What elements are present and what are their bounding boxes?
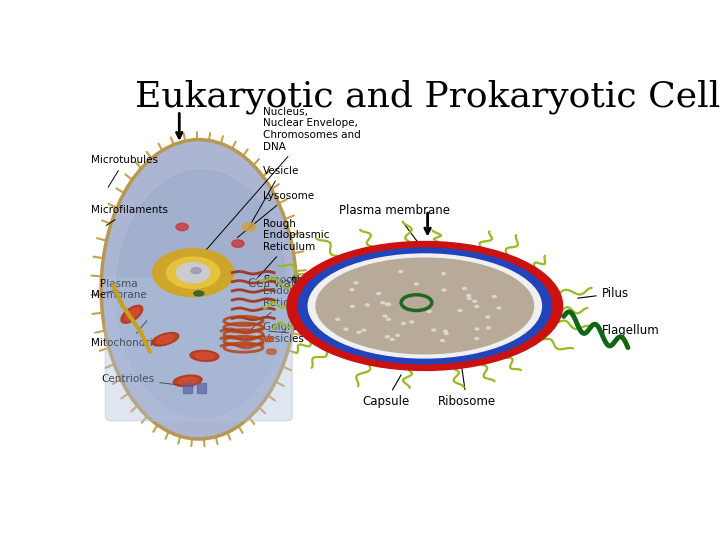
- Text: Nucleus,
Nuclear Envelope,
Chromosomes and
DNA: Nucleus, Nuclear Envelope, Chromosomes a…: [206, 107, 361, 250]
- Ellipse shape: [191, 268, 201, 274]
- Ellipse shape: [176, 223, 188, 231]
- Text: Eukaryotic and Prokaryotic Cells: Eukaryotic and Prokaryotic Cells: [135, 79, 720, 114]
- Ellipse shape: [399, 271, 402, 273]
- Text: Cell wall: Cell wall: [248, 276, 305, 300]
- Ellipse shape: [152, 333, 179, 346]
- Ellipse shape: [396, 334, 400, 336]
- Text: Microtubules: Microtubules: [91, 156, 158, 187]
- Bar: [183, 383, 192, 393]
- Ellipse shape: [474, 338, 479, 340]
- Ellipse shape: [174, 375, 202, 387]
- Text: Vesicle: Vesicle: [251, 166, 300, 225]
- Ellipse shape: [264, 336, 274, 342]
- Ellipse shape: [467, 298, 471, 300]
- Ellipse shape: [350, 288, 354, 291]
- Ellipse shape: [444, 333, 448, 335]
- Ellipse shape: [308, 254, 541, 358]
- Text: Flagellum: Flagellum: [602, 325, 660, 341]
- Ellipse shape: [458, 309, 462, 312]
- Ellipse shape: [441, 273, 446, 275]
- Text: Golgi Body
Vesicles: Golgi Body Vesicles: [263, 322, 320, 344]
- Ellipse shape: [344, 328, 348, 330]
- Ellipse shape: [116, 170, 287, 417]
- Ellipse shape: [402, 322, 405, 325]
- Ellipse shape: [492, 295, 496, 298]
- Ellipse shape: [176, 263, 210, 282]
- Ellipse shape: [190, 350, 219, 361]
- Ellipse shape: [444, 330, 447, 332]
- Text: Centrioles: Centrioles: [101, 374, 193, 387]
- Ellipse shape: [121, 305, 143, 323]
- Text: Rough
Endoplasmic
Reticulum: Rough Endoplasmic Reticulum: [256, 219, 330, 279]
- Ellipse shape: [232, 240, 244, 247]
- Text: Pilus: Pilus: [577, 287, 629, 300]
- Text: Lysosome: Lysosome: [237, 191, 314, 238]
- Ellipse shape: [101, 140, 297, 439]
- Ellipse shape: [487, 327, 490, 329]
- Ellipse shape: [357, 331, 361, 333]
- Ellipse shape: [486, 316, 490, 318]
- Text: Ribosome: Ribosome: [438, 325, 495, 408]
- Ellipse shape: [242, 223, 256, 231]
- Ellipse shape: [153, 249, 234, 296]
- Text: Plasma
Membrane: Plasma Membrane: [91, 279, 147, 300]
- Ellipse shape: [336, 318, 340, 320]
- Ellipse shape: [381, 302, 384, 303]
- Ellipse shape: [287, 241, 562, 370]
- Ellipse shape: [167, 257, 220, 288]
- Text: Cytoplasm: Cytoplasm: [458, 268, 538, 302]
- Ellipse shape: [387, 318, 390, 320]
- Ellipse shape: [415, 283, 418, 285]
- Ellipse shape: [385, 336, 390, 338]
- Ellipse shape: [383, 315, 387, 317]
- Ellipse shape: [354, 282, 358, 284]
- Text: Smooth
Endoplasmic
Reticulum: Smooth Endoplasmic Reticulum: [251, 275, 330, 329]
- Text: Mitochondrion: Mitochondrion: [91, 321, 166, 348]
- Ellipse shape: [125, 308, 139, 320]
- Ellipse shape: [362, 329, 366, 331]
- Ellipse shape: [427, 310, 431, 313]
- Ellipse shape: [266, 349, 276, 354]
- Ellipse shape: [474, 306, 479, 307]
- Text: Plasma membrane: Plasma membrane: [338, 204, 449, 251]
- Ellipse shape: [298, 248, 552, 364]
- Ellipse shape: [316, 258, 534, 354]
- Ellipse shape: [410, 321, 414, 323]
- Bar: [197, 383, 206, 393]
- Text: Microfilaments: Microfilaments: [91, 205, 168, 226]
- Ellipse shape: [475, 328, 479, 330]
- Ellipse shape: [497, 307, 501, 309]
- Ellipse shape: [156, 335, 174, 343]
- Text: Capsule: Capsule: [362, 375, 410, 408]
- Ellipse shape: [377, 293, 381, 294]
- Ellipse shape: [385, 303, 390, 305]
- Ellipse shape: [441, 340, 444, 342]
- Text: DNA: DNA: [418, 268, 446, 300]
- Ellipse shape: [195, 353, 214, 359]
- Ellipse shape: [462, 287, 467, 289]
- Ellipse shape: [365, 304, 369, 306]
- Ellipse shape: [432, 329, 436, 331]
- Ellipse shape: [473, 300, 477, 302]
- Ellipse shape: [351, 305, 354, 307]
- Ellipse shape: [387, 303, 391, 306]
- FancyBboxPatch shape: [105, 278, 292, 421]
- Ellipse shape: [194, 291, 204, 296]
- Ellipse shape: [442, 289, 446, 291]
- Ellipse shape: [467, 294, 471, 296]
- Ellipse shape: [179, 377, 197, 384]
- Ellipse shape: [390, 339, 395, 340]
